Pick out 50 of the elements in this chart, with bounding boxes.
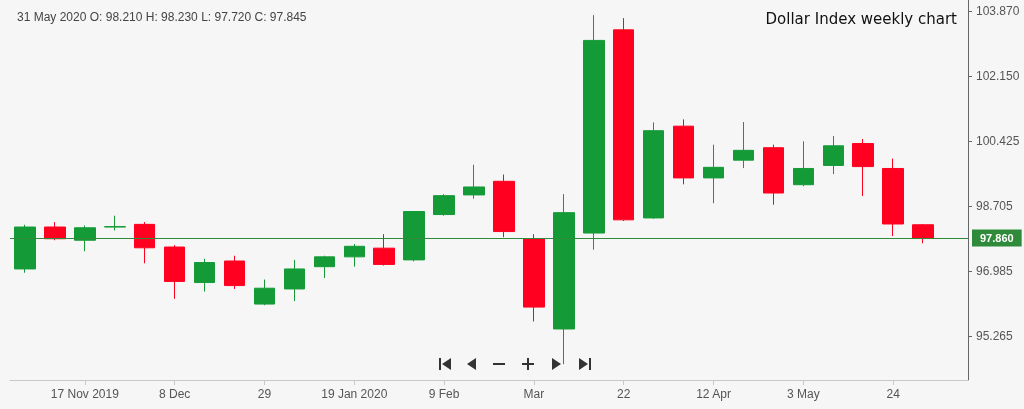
candlestick [852,138,874,197]
candlestick [912,223,934,244]
candlestick [224,255,245,290]
candlestick [14,224,36,274]
candlestick [164,244,185,300]
y-tick-label: 95.265 [976,328,1014,343]
y-tick-label: 102.150 [976,68,1020,83]
candlestick [733,121,754,169]
candlestick [673,118,694,185]
candlestick [823,135,844,175]
candlestick [523,233,545,322]
y-tick-label: 96.985 [976,264,1014,279]
candlestick [254,279,275,306]
candlestick [104,215,126,231]
x-tick-label: 24 [886,387,901,401]
x-tick-label: 22 [617,387,631,401]
ref-line-label: 97.860 [980,231,1014,244]
candlestick [134,221,155,264]
x-tick-label: Mar [523,387,545,401]
candlestick [433,193,455,217]
candlestick [763,144,784,206]
y-tick-label: 100.425 [976,134,1020,149]
x-tick-label: 3 May [787,387,820,401]
x-tick-label: 19 Jan 2020 [321,387,388,401]
y-tick-label: 98.705 [976,199,1014,214]
x-tick-label: 17 Nov 2019 [50,387,120,401]
candlestick [314,255,335,279]
candlestick [882,158,904,237]
x-tick-label: 8 Dec [158,387,191,401]
y-tick-label: 103.870 [976,3,1020,18]
candlestick [793,140,814,187]
x-tick-label: 9 Feb [428,387,460,401]
candlestick [493,174,515,238]
candlestick [74,225,96,252]
candlestick [344,243,365,268]
candlestick [373,233,395,267]
candlestick [403,211,425,262]
x-tick-label: 12 Apr [696,387,731,401]
candlestick [194,258,215,293]
candlestick [553,193,575,365]
text: 31 May 2020 O: 98.210 H: 98.230 L: 97.720 C: 97.845 [17,10,307,24]
x-tick-label: 29 [257,387,272,401]
candlestick [44,221,66,241]
candlestick [643,121,664,220]
text: Dollar Index weekly chart [765,9,958,28]
candlestick [703,144,724,204]
candlestick [583,14,605,251]
candlestick [463,164,485,200]
candlestick [613,17,634,222]
candlestick [284,259,305,302]
